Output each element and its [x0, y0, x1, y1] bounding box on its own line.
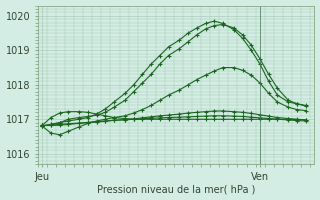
X-axis label: Pression niveau de la mer( hPa ): Pression niveau de la mer( hPa ) [97, 184, 255, 194]
